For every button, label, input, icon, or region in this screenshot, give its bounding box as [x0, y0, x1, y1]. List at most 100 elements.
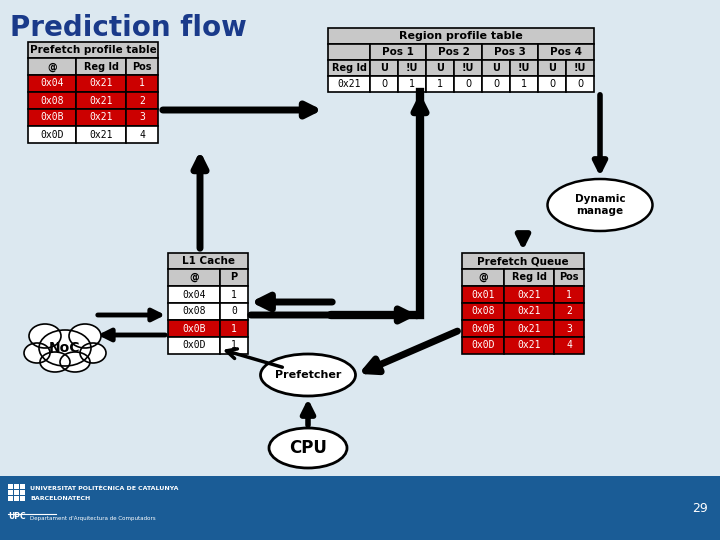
FancyBboxPatch shape	[28, 109, 76, 126]
Text: 1: 1	[231, 341, 237, 350]
Text: BARCELONATECH: BARCELONATECH	[30, 496, 90, 501]
Text: !U: !U	[406, 63, 418, 73]
Text: 0x08: 0x08	[472, 307, 495, 316]
FancyBboxPatch shape	[168, 337, 220, 354]
Text: Reg Id: Reg Id	[331, 63, 366, 73]
Text: U: U	[436, 63, 444, 73]
FancyBboxPatch shape	[14, 496, 19, 501]
FancyBboxPatch shape	[328, 76, 370, 92]
FancyBboxPatch shape	[14, 484, 19, 489]
FancyBboxPatch shape	[126, 58, 158, 75]
Text: Pos 1: Pos 1	[382, 47, 414, 57]
Text: Reg Id: Reg Id	[84, 62, 119, 71]
FancyBboxPatch shape	[566, 76, 594, 92]
Text: 0x21: 0x21	[517, 307, 541, 316]
FancyBboxPatch shape	[20, 484, 24, 489]
FancyBboxPatch shape	[220, 269, 248, 286]
FancyBboxPatch shape	[168, 303, 220, 320]
Text: Prefetcher: Prefetcher	[275, 370, 341, 380]
Text: !U: !U	[462, 63, 474, 73]
Text: U: U	[548, 63, 556, 73]
Text: NoC: NoC	[49, 341, 81, 355]
FancyBboxPatch shape	[538, 44, 594, 60]
Text: U: U	[492, 63, 500, 73]
FancyBboxPatch shape	[398, 60, 426, 76]
Text: 0: 0	[549, 79, 555, 89]
FancyBboxPatch shape	[28, 92, 76, 109]
Text: @: @	[47, 62, 57, 71]
FancyBboxPatch shape	[482, 76, 510, 92]
FancyBboxPatch shape	[126, 75, 158, 92]
Text: L1 Cache: L1 Cache	[181, 256, 235, 266]
FancyBboxPatch shape	[426, 76, 454, 92]
FancyBboxPatch shape	[20, 496, 24, 501]
Text: @: @	[478, 273, 488, 282]
Ellipse shape	[24, 343, 50, 363]
Text: 4: 4	[139, 130, 145, 139]
FancyBboxPatch shape	[482, 44, 538, 60]
FancyBboxPatch shape	[20, 490, 24, 495]
Text: 0: 0	[465, 79, 471, 89]
Text: 0x08: 0x08	[182, 307, 206, 316]
Text: Prediction flow: Prediction flow	[10, 14, 247, 42]
FancyBboxPatch shape	[76, 58, 126, 75]
FancyBboxPatch shape	[462, 286, 504, 303]
FancyBboxPatch shape	[510, 76, 538, 92]
FancyBboxPatch shape	[76, 109, 126, 126]
FancyBboxPatch shape	[510, 60, 538, 76]
FancyBboxPatch shape	[554, 269, 584, 286]
FancyBboxPatch shape	[28, 75, 76, 92]
FancyBboxPatch shape	[28, 42, 158, 58]
Text: 1: 1	[231, 289, 237, 300]
FancyBboxPatch shape	[28, 58, 76, 75]
Text: !U: !U	[574, 63, 586, 73]
Text: 0x21: 0x21	[517, 323, 541, 334]
Text: 0: 0	[231, 307, 237, 316]
Text: 0x21: 0x21	[89, 96, 113, 105]
FancyBboxPatch shape	[328, 60, 370, 76]
Text: 2: 2	[566, 307, 572, 316]
Ellipse shape	[69, 324, 101, 348]
Text: UPC: UPC	[8, 512, 26, 521]
Text: 0x21: 0x21	[89, 130, 113, 139]
FancyBboxPatch shape	[504, 269, 554, 286]
FancyBboxPatch shape	[566, 60, 594, 76]
Text: U: U	[380, 63, 388, 73]
FancyBboxPatch shape	[454, 76, 482, 92]
Ellipse shape	[269, 428, 347, 468]
FancyBboxPatch shape	[462, 320, 504, 337]
FancyBboxPatch shape	[328, 28, 594, 44]
Text: 0x01: 0x01	[472, 289, 495, 300]
Text: Departament d'Arquitectura de Computadors: Departament d'Arquitectura de Computador…	[30, 516, 156, 521]
FancyBboxPatch shape	[504, 320, 554, 337]
Text: 3: 3	[566, 323, 572, 334]
Text: 0x0B: 0x0B	[472, 323, 495, 334]
Text: 0x21: 0x21	[89, 112, 113, 123]
FancyBboxPatch shape	[8, 484, 12, 489]
Text: CPU: CPU	[289, 439, 327, 457]
FancyBboxPatch shape	[168, 320, 220, 337]
Text: 0x21: 0x21	[337, 79, 361, 89]
FancyBboxPatch shape	[504, 337, 554, 354]
Text: 0: 0	[577, 79, 583, 89]
Text: 2: 2	[139, 96, 145, 105]
Text: 1: 1	[231, 323, 237, 334]
FancyBboxPatch shape	[28, 126, 76, 143]
FancyBboxPatch shape	[462, 253, 584, 269]
Text: 0x04: 0x04	[182, 289, 206, 300]
Text: Pos: Pos	[132, 62, 152, 71]
Ellipse shape	[80, 343, 106, 363]
FancyBboxPatch shape	[538, 60, 566, 76]
FancyBboxPatch shape	[220, 320, 248, 337]
Text: 1: 1	[566, 289, 572, 300]
FancyBboxPatch shape	[554, 337, 584, 354]
Text: 0x21: 0x21	[517, 289, 541, 300]
Text: 0x04: 0x04	[40, 78, 64, 89]
FancyBboxPatch shape	[76, 126, 126, 143]
Text: 1: 1	[139, 78, 145, 89]
FancyBboxPatch shape	[482, 60, 510, 76]
Text: 0x0D: 0x0D	[472, 341, 495, 350]
Text: 0x0D: 0x0D	[182, 341, 206, 350]
Text: 4: 4	[566, 341, 572, 350]
Text: Pos 2: Pos 2	[438, 47, 470, 57]
